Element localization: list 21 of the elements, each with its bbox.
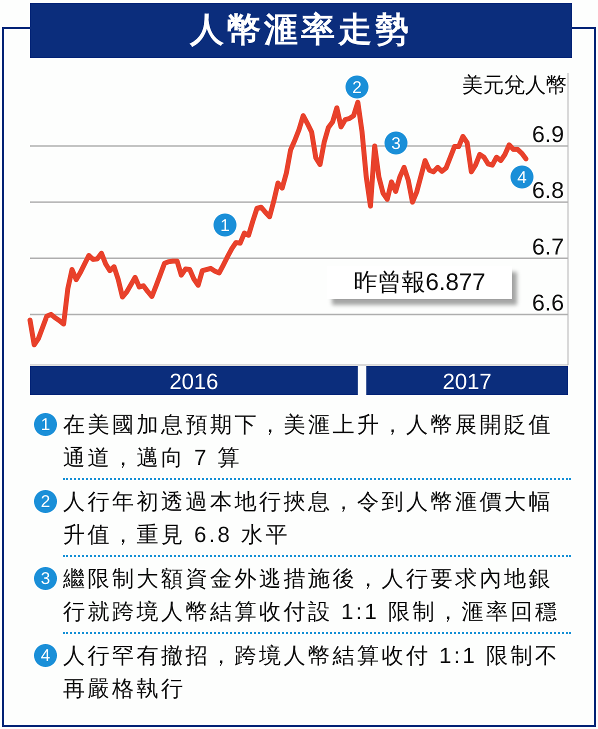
text: 1 <box>40 415 50 434</box>
text: 繼限制大額資金外逃措施後，人行要求內地銀行就跨境人幣結算收付設 1:1 限制，滙率回穩 <box>63 566 560 624</box>
annotation: 3 <box>391 134 401 153</box>
chart-title: 人幣滙率走勢 <box>30 3 572 58</box>
text: 在美國加息預期下，美滙上升，人幣展開貶值通道，邁向 7 算 <box>63 412 553 470</box>
y-axis-title: 美元兌人幣 <box>462 74 567 97</box>
annotation: 2 <box>352 78 362 97</box>
text: 人行罕有撤招，跨境人幣結算收付 1:1 限制不再嚴格執行 <box>63 643 560 701</box>
y-tick-label: 6.8 <box>532 177 564 204</box>
text: 4 <box>40 646 50 665</box>
text: 2 <box>40 492 50 511</box>
annotation: 4 <box>517 168 527 187</box>
x-tick-label: 2016 <box>169 369 218 394</box>
y-tick-label: 6.7 <box>532 233 564 260</box>
y-tick-label: 6.9 <box>532 121 564 147</box>
text: 人行年初透過本地行挾息，令到人幣滙價大幅升值，重見 6.8 水平 <box>63 489 553 547</box>
y-tick-label: 6.6 <box>532 289 564 316</box>
annotation: 1 <box>220 216 230 235</box>
x-tick-label: 2017 <box>442 369 492 394</box>
annotation: 昨曾報6.877 <box>327 266 512 299</box>
text: 3 <box>40 569 50 588</box>
